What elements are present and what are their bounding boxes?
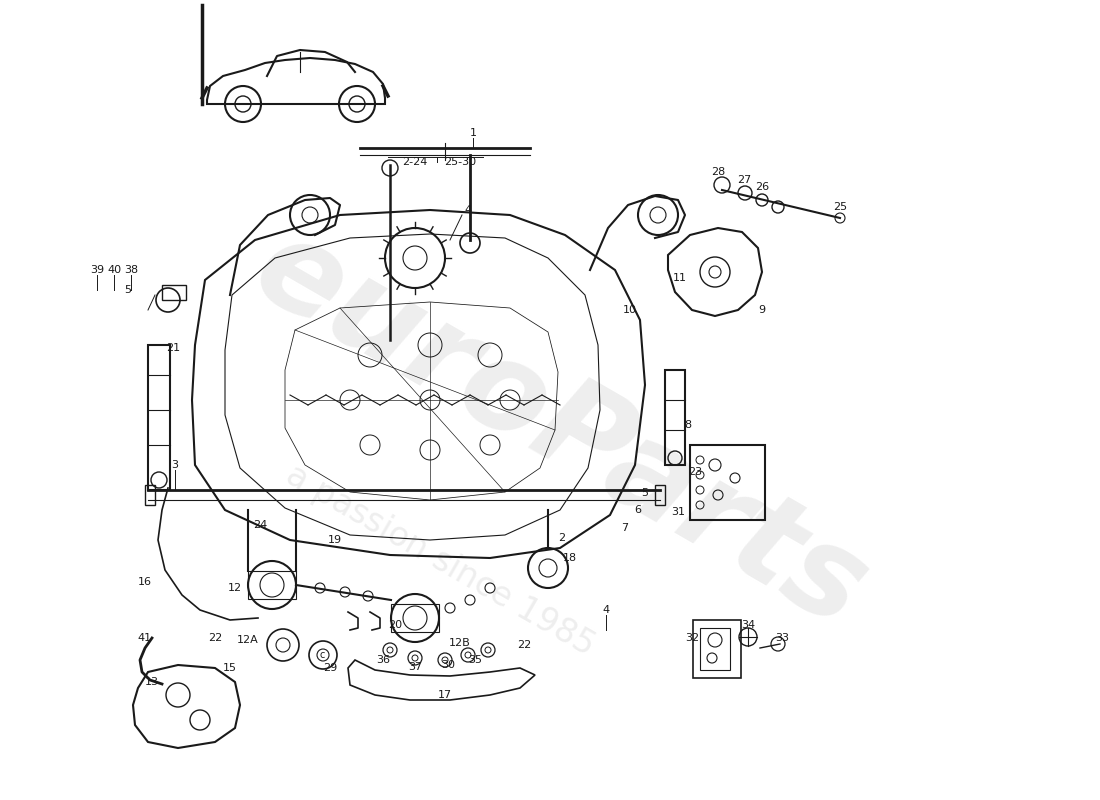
Text: 26: 26	[755, 182, 769, 192]
Text: 10: 10	[623, 305, 637, 315]
Text: 17: 17	[438, 690, 452, 700]
Bar	[666, 370, 685, 465]
Text: 40: 40	[107, 265, 121, 275]
Text: 2-24: 2-24	[403, 157, 428, 167]
Text: 2: 2	[559, 533, 565, 543]
Text: 35: 35	[468, 655, 482, 665]
Text: 1: 1	[470, 128, 476, 138]
Text: 25: 25	[833, 202, 847, 212]
Bar	[654, 485, 666, 505]
Text: 39: 39	[90, 265, 104, 275]
Text: 36: 36	[376, 655, 390, 665]
Bar	[390, 604, 439, 632]
Text: 16: 16	[138, 577, 152, 587]
Text: 3: 3	[172, 460, 178, 470]
Text: 12: 12	[228, 583, 242, 593]
Text: c: c	[319, 650, 324, 660]
Text: 34: 34	[741, 620, 755, 630]
Text: euroParts: euroParts	[233, 206, 887, 654]
Text: 31: 31	[671, 507, 685, 517]
Text: 9: 9	[758, 305, 766, 315]
Text: 23: 23	[688, 467, 702, 477]
Bar	[693, 620, 741, 678]
Bar	[162, 285, 186, 300]
Text: 5: 5	[124, 285, 132, 295]
Text: 24: 24	[253, 520, 267, 530]
Bar	[145, 485, 155, 505]
Text: 27: 27	[737, 175, 751, 185]
Text: 28: 28	[711, 167, 725, 177]
Text: 5: 5	[641, 488, 649, 498]
Text: 32: 32	[685, 633, 700, 643]
Text: 37: 37	[408, 662, 422, 672]
Text: 29: 29	[323, 663, 337, 673]
Text: 4: 4	[603, 605, 609, 615]
Text: 12A: 12A	[238, 635, 258, 645]
Text: 7: 7	[621, 523, 628, 533]
Bar	[248, 571, 296, 599]
Text: 13: 13	[145, 677, 160, 687]
Text: 12B: 12B	[449, 638, 471, 648]
Text: 41: 41	[138, 633, 152, 643]
Text: a passion since 1985: a passion since 1985	[279, 458, 601, 662]
Text: 22: 22	[208, 633, 222, 643]
Text: 11: 11	[673, 273, 688, 283]
Text: 25-30: 25-30	[444, 157, 476, 167]
Text: 38: 38	[124, 265, 139, 275]
Text: 6: 6	[635, 505, 641, 515]
Bar	[148, 345, 170, 490]
Text: 22: 22	[517, 640, 531, 650]
Text: 33: 33	[776, 633, 789, 643]
Text: 4: 4	[464, 205, 472, 215]
Bar	[690, 445, 764, 520]
Text: 30: 30	[441, 660, 455, 670]
Text: 19: 19	[328, 535, 342, 545]
Text: 21: 21	[166, 343, 180, 353]
Bar	[700, 628, 730, 670]
Text: 8: 8	[684, 420, 692, 430]
Text: 18: 18	[563, 553, 578, 563]
Text: 15: 15	[223, 663, 236, 673]
Text: 20: 20	[388, 620, 403, 630]
